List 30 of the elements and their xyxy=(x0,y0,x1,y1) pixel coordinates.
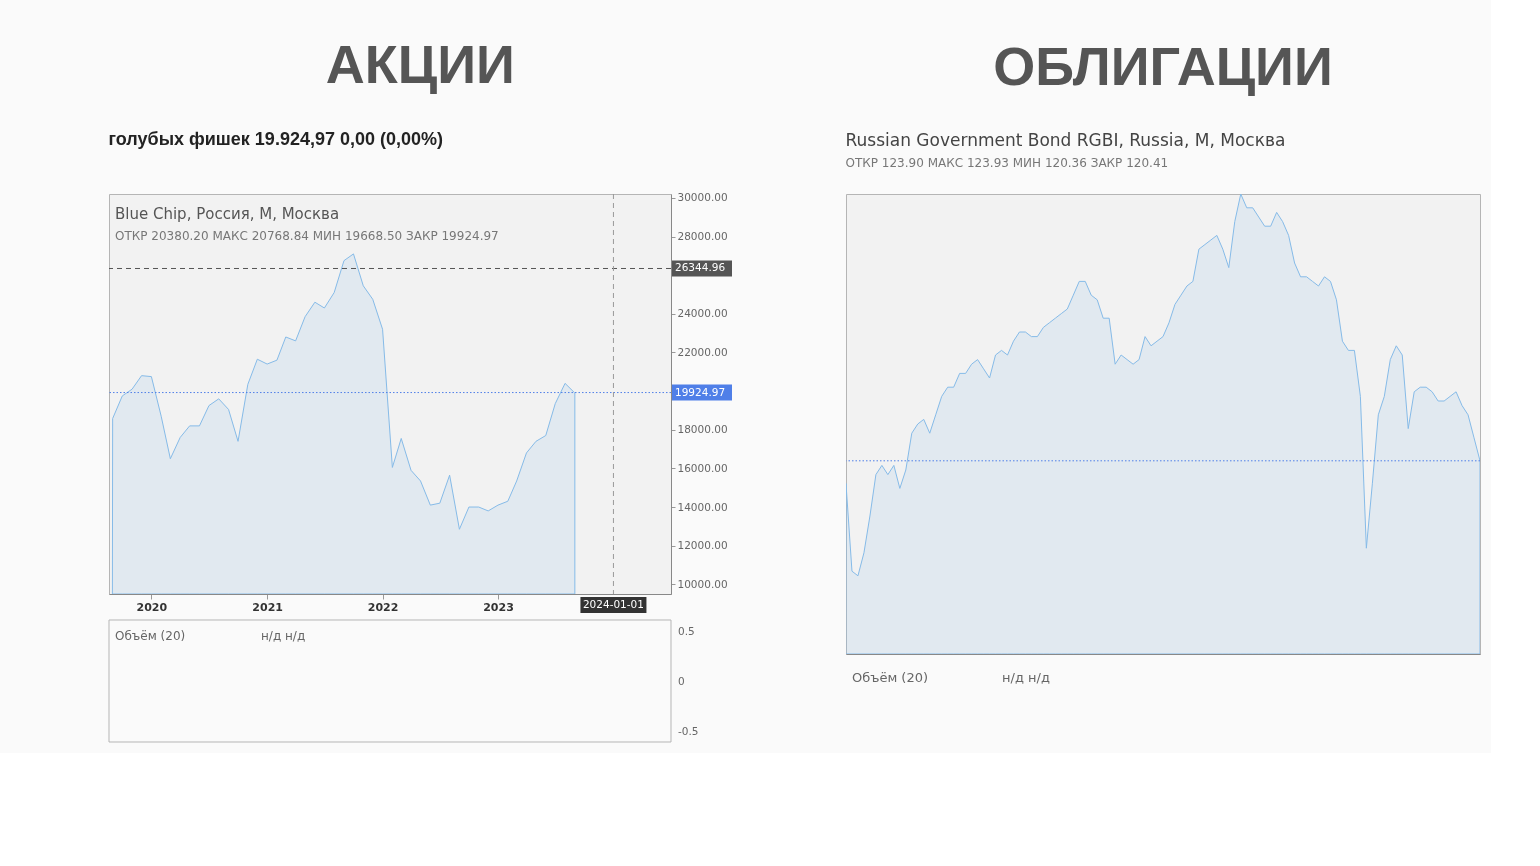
x-tick-label: 2022 xyxy=(367,600,399,614)
x-tick-label: 2023 xyxy=(483,600,514,614)
y-tick-label: 16000.00 xyxy=(677,461,728,474)
y-tick-label: 28000.00 xyxy=(677,230,728,243)
y-tick-label: 22000.00 xyxy=(677,345,728,358)
y-tick-label: 24000.00 xyxy=(677,307,728,320)
text: н/д н/д xyxy=(261,629,306,643)
y-tick-label: 10000.00 xyxy=(677,577,728,590)
text: н/д н/д xyxy=(1002,670,1050,685)
y-tick-label: 14000.00 xyxy=(677,500,728,513)
chart-title: ОБЛИГАЦИИ xyxy=(993,35,1333,96)
ref-line-label: 26344.96 xyxy=(675,261,726,274)
y-tick-label: 12000.00 xyxy=(677,539,728,552)
chart-subtitle: Russian Government Bond RGBI, Russia, М, Москва xyxy=(845,130,1286,150)
annotation: Blue Chip, Россия, М, Москва xyxy=(115,205,340,223)
text: ОТКР 123.90 МАКС 123.93 МИН 120.36 ЗАКР 120.41 xyxy=(845,156,1169,170)
x-tick-label: 2021 xyxy=(252,600,283,614)
annotation: ОТКР 20380.20 МАКС 20768.84 МИН 19668.50 ЗАКР 19924.97 xyxy=(115,229,499,243)
chart-subtitle: голубых фишек 19.924,97 0,00 (0,00%) xyxy=(108,128,443,149)
y-tick-label: 18000.00 xyxy=(677,423,728,436)
text: 0.5 xyxy=(678,625,695,637)
text: -0.5 xyxy=(678,725,699,737)
text: 0 xyxy=(678,675,685,687)
x-tick-label: 2020 xyxy=(136,600,168,614)
ref-line-label: 19924.97 xyxy=(675,385,726,398)
chart-title: АКЦИИ xyxy=(325,34,515,95)
ref-line-label: 2024-01-01 xyxy=(582,598,644,610)
y-tick-label: 30000.00 xyxy=(677,191,728,204)
text: Объём (20) xyxy=(115,629,186,643)
text: Объём (20) xyxy=(852,670,929,685)
